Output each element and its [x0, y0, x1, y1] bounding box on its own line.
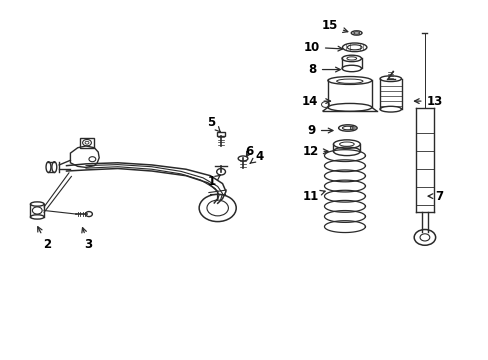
Text: 12: 12 [302, 145, 327, 158]
Text: 10: 10 [303, 41, 342, 54]
Text: 4: 4 [249, 150, 263, 163]
Text: 3: 3 [81, 228, 92, 251]
Bar [217, 132, 224, 136]
Text: 6: 6 [245, 145, 253, 158]
Text: 8: 8 [308, 63, 340, 76]
Text: 7: 7 [427, 190, 443, 203]
Text: 5: 5 [207, 116, 220, 132]
Text: 1: 1 [207, 175, 220, 188]
Text: 2: 2 [38, 227, 51, 251]
Text: 9: 9 [307, 124, 332, 137]
Text: 11: 11 [302, 190, 325, 203]
Bar [80, 138, 94, 148]
Text: 14: 14 [302, 95, 330, 108]
Text: 13: 13 [414, 95, 442, 108]
Text: 15: 15 [321, 19, 347, 32]
